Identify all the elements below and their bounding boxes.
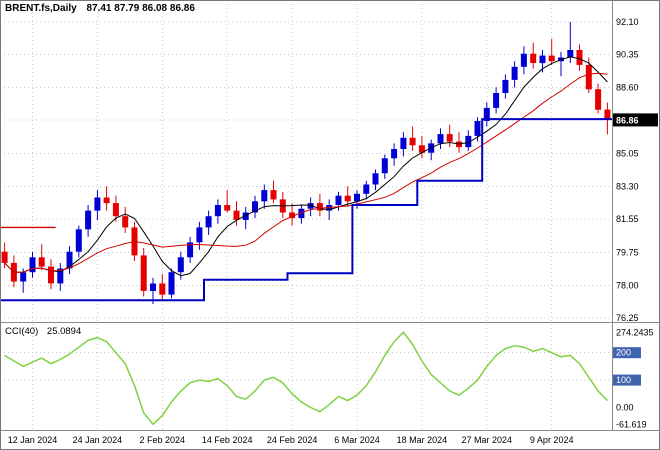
- candle: [391, 143, 398, 166]
- candle: [168, 268, 175, 299]
- candle: [29, 251, 36, 278]
- svg-text:79.75: 79.75: [616, 248, 639, 258]
- indicator-label: CCI(40) 25.0894: [5, 326, 81, 337]
- candle: [307, 197, 314, 217]
- svg-text:2 Feb 2024: 2 Feb 2024: [140, 435, 186, 445]
- candle: [66, 246, 73, 275]
- indicator-name: CCI(40): [5, 326, 39, 337]
- svg-text:78.00: 78.00: [616, 280, 639, 290]
- svg-text:274.2435: 274.2435: [616, 327, 654, 337]
- svg-text:18 Mar 2024: 18 Mar 2024: [397, 435, 448, 445]
- svg-text:83.30: 83.30: [616, 181, 639, 191]
- candle: [548, 38, 555, 65]
- candle: [85, 205, 92, 237]
- price-axis[interactable]: 92.10 90.35 88.60 85.05 83.30 81.55 79.75 78.00…: [613, 17, 658, 323]
- svg-text:86.86: 86.86: [616, 115, 639, 125]
- candle: [372, 169, 379, 191]
- candle: [187, 236, 194, 263]
- candle: [289, 203, 296, 226]
- candle: [520, 46, 527, 75]
- candle: [298, 205, 305, 224]
- candle: [270, 180, 277, 204]
- symbol-period-label: BRENT.fs,Daily: [5, 3, 77, 14]
- candle: [122, 206, 129, 233]
- candle: [335, 191, 342, 211]
- candle: [196, 221, 203, 250]
- candle: [205, 210, 212, 235]
- candle: [214, 199, 221, 224]
- svg-text:12 Jan 2024: 12 Jan 2024: [8, 435, 58, 445]
- candle: [94, 190, 101, 220]
- svg-text:0.00: 0.00: [616, 402, 634, 412]
- candle: [381, 154, 388, 179]
- ohlc-quote: 87.41 87.79 86.08 86.86: [86, 3, 195, 14]
- svg-text:24 Jan 2024: 24 Jan 2024: [73, 435, 123, 445]
- candle: [576, 44, 583, 71]
- svg-text:88.60: 88.60: [616, 82, 639, 92]
- candle: [363, 180, 370, 200]
- svg-text:76.25: 76.25: [616, 313, 639, 323]
- candle: [233, 201, 240, 226]
- svg-text:92.10: 92.10: [616, 17, 639, 27]
- indicator-value: 25.0894: [46, 326, 82, 337]
- svg-text:6 Mar 2024: 6 Mar 2024: [334, 435, 380, 445]
- candle: [1, 242, 8, 269]
- candle: [483, 102, 490, 127]
- svg-text:27 Mar 2024: 27 Mar 2024: [462, 435, 513, 445]
- candle: [159, 274, 166, 301]
- candle: [418, 135, 425, 159]
- candle: [57, 262, 64, 291]
- current-price-marker: [613, 113, 658, 127]
- candle: [75, 225, 82, 258]
- svg-text:90.35: 90.35: [616, 50, 639, 60]
- candle: [177, 251, 184, 280]
- candle: [252, 195, 258, 219]
- candle: [595, 83, 602, 114]
- svg-text:100: 100: [616, 375, 631, 385]
- candle: [511, 61, 518, 88]
- candle: [567, 22, 574, 64]
- candle: [465, 130, 472, 151]
- candle: [242, 206, 249, 230]
- candle: [493, 87, 500, 114]
- svg-text:200: 200: [616, 348, 631, 358]
- cci-line[interactable]: [4, 331, 608, 426]
- candle: [530, 42, 537, 69]
- svg-text:9 Apr 2024: 9 Apr 2024: [530, 435, 574, 445]
- candle: [316, 193, 323, 217]
- cci-level-badge: [613, 347, 641, 359]
- candle: [502, 74, 509, 99]
- ma-fast-line[interactable]: [4, 56, 608, 277]
- svg-text:81.55: 81.55: [616, 214, 639, 224]
- candle: [112, 195, 119, 222]
- svg-text:85.05: 85.05: [616, 149, 639, 159]
- ma-slow-line[interactable]: [4, 72, 608, 273]
- cci-level-badge: [613, 374, 641, 386]
- cci-axis[interactable]: 274.2435 200 100 0.00 -61.619: [613, 327, 654, 429]
- candle: [103, 186, 110, 211]
- svg-text:14 Feb 2024: 14 Feb 2024: [202, 435, 253, 445]
- chart-title: BRENT.fs,Daily 87.41 87.79 86.08 86.86: [5, 3, 195, 14]
- candle: [446, 124, 453, 148]
- svg-text:-61.619: -61.619: [616, 419, 647, 429]
- candle: [48, 259, 54, 290]
- candle: [409, 126, 416, 151]
- candle: [224, 190, 231, 213]
- svg-text:24 Feb 2024: 24 Feb 2024: [267, 435, 318, 445]
- candle: [38, 244, 45, 271]
- gridlines: [0, 0, 612, 429]
- time-axis[interactable]: 12 Jan 2024 24 Jan 2024 2 Feb 2024 14 Feb 2…: [8, 435, 574, 445]
- candle: [344, 186, 351, 207]
- candle: [400, 132, 407, 157]
- step-support-line[interactable]: [0, 118, 612, 302]
- candle: [261, 184, 268, 209]
- candle: [140, 248, 147, 297]
- candle: [437, 128, 444, 149]
